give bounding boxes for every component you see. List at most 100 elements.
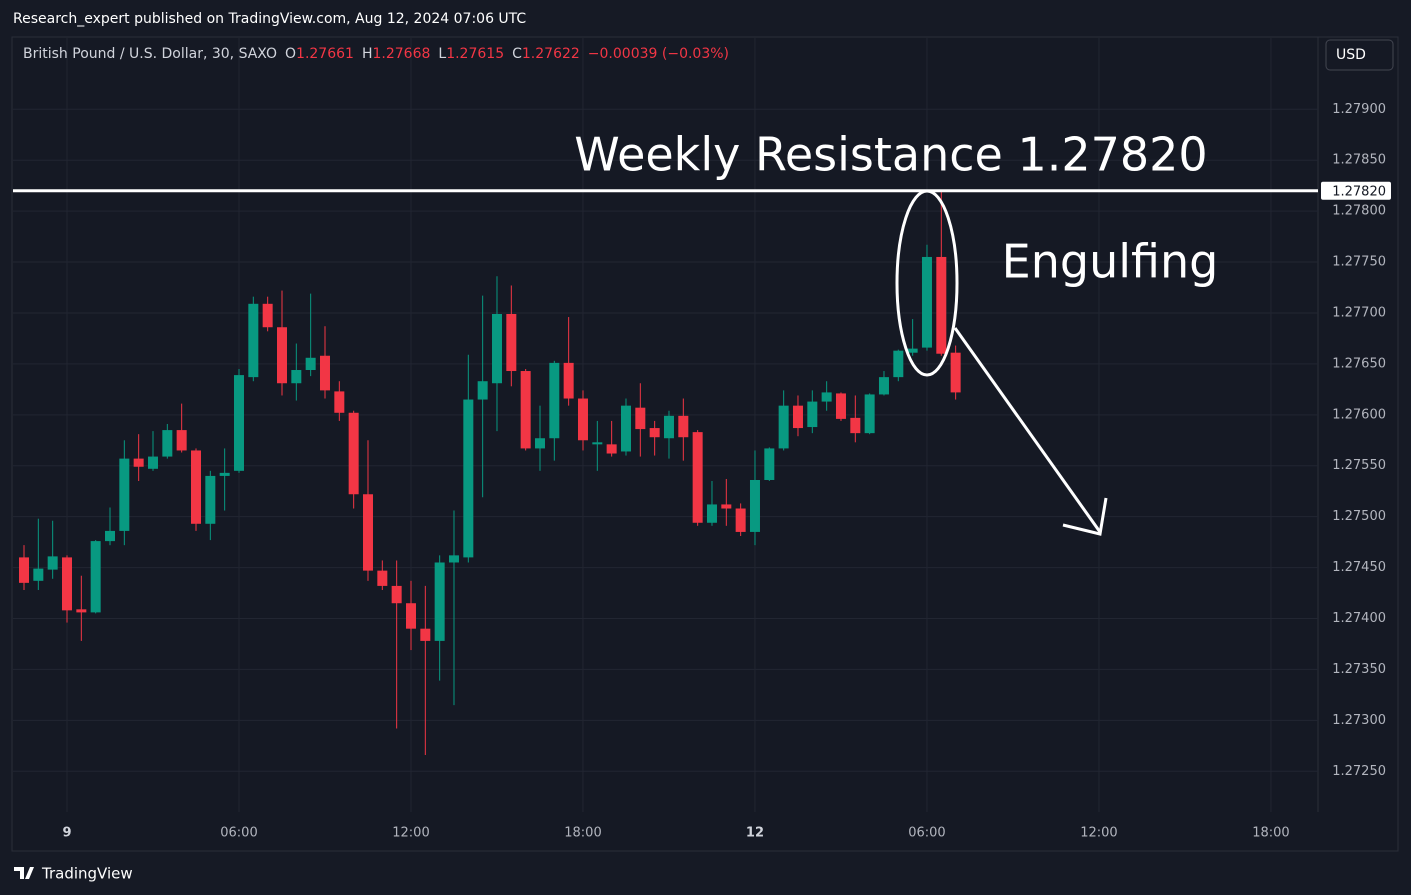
- candle-body: [248, 303, 259, 378]
- grid: [13, 38, 1318, 812]
- brand: TradingView: [41, 865, 133, 883]
- candle-body: [33, 568, 44, 581]
- candle-body: [477, 381, 488, 400]
- candle-body: [19, 557, 29, 583]
- candle-body: [305, 357, 316, 371]
- candle-body: [391, 585, 402, 604]
- candle-body: [448, 555, 459, 563]
- candle-body: [506, 313, 517, 372]
- published-note: Research_expert published on TradingView…: [13, 11, 526, 27]
- resistance-price-label: 1.27820: [1332, 184, 1386, 199]
- y-tick-label: 1.27450: [1332, 560, 1386, 575]
- candle-body: [850, 417, 861, 434]
- candle-body: [61, 557, 72, 611]
- candle-body: [90, 541, 101, 613]
- currency[interactable]: USD: [1336, 47, 1366, 63]
- candle-body: [592, 442, 603, 445]
- y-tick-label: 1.27500: [1332, 509, 1386, 524]
- candle-body: [921, 256, 932, 348]
- x-tick-label: 18:00: [1252, 826, 1289, 841]
- candle-body: [420, 628, 431, 641]
- candle-body: [190, 450, 201, 524]
- candle-body: [678, 415, 689, 438]
- brand-logo: [14, 867, 34, 879]
- y-tick-label: 1.27750: [1332, 255, 1386, 270]
- resistance-price-tag: [1321, 181, 1391, 200]
- candle-body: [735, 508, 746, 532]
- pattern-annotation: Engulfing: [1002, 235, 1219, 289]
- candle-body: [348, 412, 359, 495]
- high-label: H: [362, 46, 373, 62]
- high-value: 1.27668: [372, 46, 430, 62]
- down-arrow: [953, 327, 1108, 536]
- x-tick-label: 12:00: [1080, 826, 1117, 841]
- candle-body: [663, 415, 674, 439]
- candle-body: [893, 350, 904, 378]
- candle-body: [334, 391, 345, 413]
- candle-body: [635, 407, 646, 430]
- x-tick-label: 18:00: [564, 826, 601, 841]
- open-value: 1.27661: [296, 46, 354, 62]
- candle-body: [262, 303, 273, 328]
- candle-body: [319, 355, 330, 391]
- candle-body: [577, 398, 588, 441]
- candle-body: [76, 609, 87, 613]
- candle-body: [620, 405, 631, 452]
- x-tick-label: 9: [62, 826, 71, 841]
- symbol-header: British Pound / U.S. Dollar, 30, SAXO O1.…: [23, 46, 729, 62]
- candle-body: [276, 327, 287, 384]
- x-tick-label: 06:00: [220, 826, 257, 841]
- y-tick-label: 1.27300: [1332, 713, 1386, 728]
- candle-body: [119, 458, 130, 531]
- low-label: L: [438, 46, 446, 62]
- candle-body: [176, 430, 187, 451]
- x-tick-label: 12: [746, 826, 764, 841]
- candle-body: [864, 394, 875, 434]
- candle-body: [692, 432, 703, 523]
- candle-body: [721, 504, 732, 509]
- candle-body: [133, 458, 144, 467]
- candle-body: [219, 472, 230, 476]
- candle-body: [807, 401, 818, 428]
- candle-body: [520, 371, 531, 449]
- currency-button[interactable]: [1325, 39, 1394, 71]
- candle-body: [47, 556, 58, 570]
- x-tick-label: 06:00: [908, 826, 945, 841]
- y-tick-label: 1.27550: [1332, 458, 1386, 473]
- candle-body: [950, 352, 961, 393]
- candle-body: [878, 377, 889, 395]
- low-value: 1.27615: [446, 46, 504, 62]
- candle-body: [405, 603, 416, 629]
- candle-body: [549, 362, 560, 439]
- y-tick-label: 1.27850: [1332, 153, 1386, 168]
- candle-body: [792, 405, 803, 429]
- candle-body: [749, 479, 760, 532]
- candle-body: [491, 313, 502, 384]
- candle-body: [434, 562, 445, 641]
- candle-body: [778, 405, 789, 449]
- candle-body: [563, 362, 574, 399]
- y-tick-label: 1.27800: [1332, 204, 1386, 219]
- open-label: O: [285, 46, 296, 62]
- candle-body: [606, 444, 617, 454]
- candle-body: [764, 448, 775, 480]
- candle-body: [162, 430, 173, 457]
- y-tick-label: 1.27400: [1332, 611, 1386, 626]
- candle-body: [104, 530, 115, 542]
- candle-body: [821, 392, 832, 402]
- candle-body: [377, 570, 388, 586]
- symbol: British Pound / U.S. Dollar, 30, SAXO: [23, 46, 277, 62]
- candle-body: [362, 494, 373, 571]
- y-tick-label: 1.27700: [1332, 305, 1386, 320]
- change: −0.00039 (−0.03%): [588, 46, 729, 62]
- x-tick-label: 12:00: [392, 826, 429, 841]
- candle-body: [649, 428, 660, 438]
- candle-body: [463, 399, 474, 558]
- close-value: 1.27622: [522, 46, 580, 62]
- y-tick-label: 1.27900: [1332, 102, 1386, 117]
- candle-body: [907, 348, 918, 353]
- y-tick-label: 1.27600: [1332, 407, 1386, 422]
- close-label: C: [512, 46, 522, 62]
- candle-body: [835, 393, 846, 419]
